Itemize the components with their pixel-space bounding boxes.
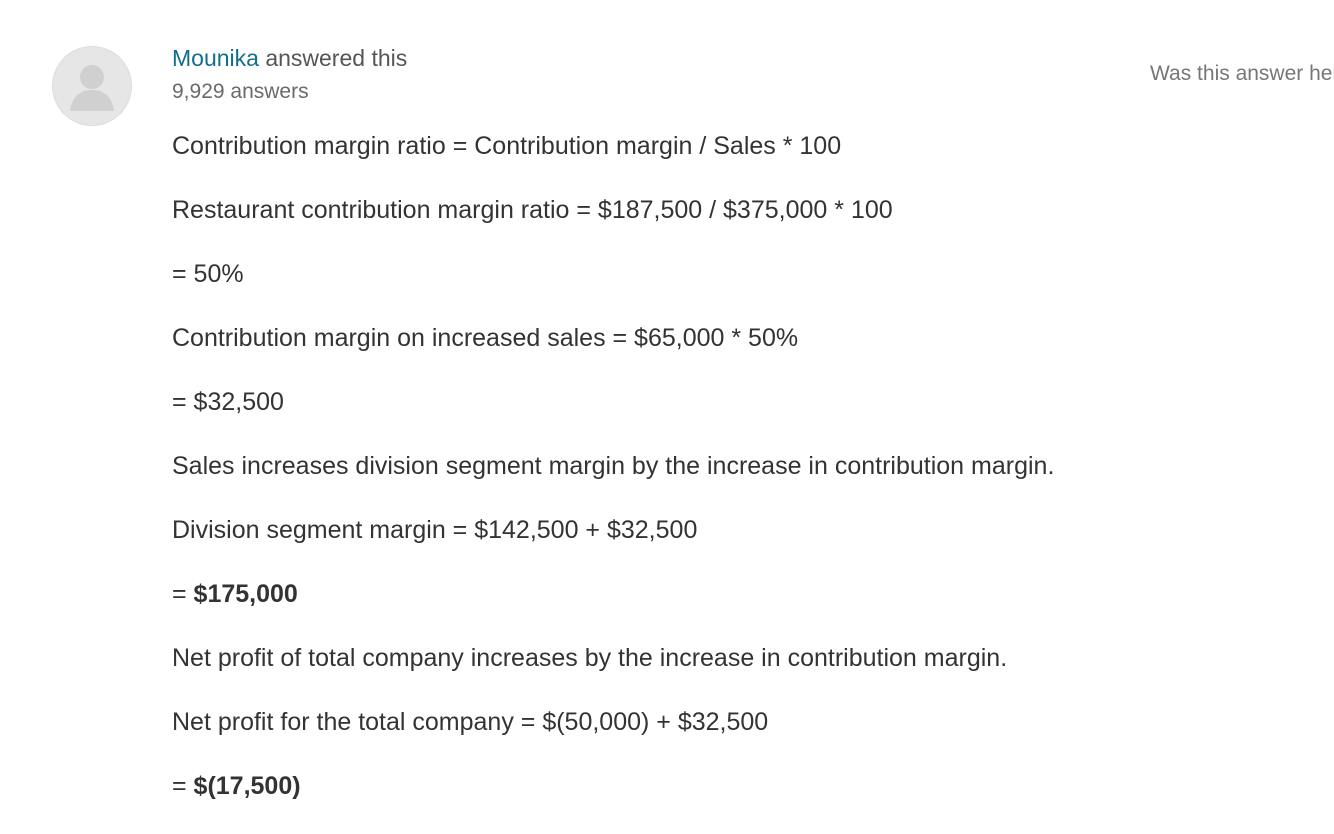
author-action: answered this [258,45,408,71]
answer-line: Division segment margin = $142,500 + $32… [172,516,698,544]
answer-line: Restaurant contribution margin ratio = $… [172,196,893,224]
user-silhouette-icon [53,47,131,125]
answer-line: Sales increases division segment margin … [172,452,1055,480]
answer-count: 9,929 answers [172,80,309,103]
avatar[interactable] [52,46,132,126]
answer-line: = 50% [172,260,244,288]
author-line: Mounika answered this [172,43,407,73]
answer-line: = $32,500 [172,388,284,416]
answer-body: Contribution margin ratio = Contribution… [172,130,1312,834]
answer-line: Net profit for the total company = $(50,… [172,708,769,736]
answer-line: Contribution margin ratio = Contribution… [172,132,842,160]
answer-line: = $(17,500) [172,772,301,800]
author-name-link[interactable]: Mounika [172,45,259,71]
answer-line: Contribution margin on increased sales =… [172,324,799,352]
answer-line: = $175,000 [172,580,298,608]
feedback-prompt: Was this answer helpful? [1150,62,1334,85]
answer-line: Net profit of total company increases by… [172,644,1008,672]
